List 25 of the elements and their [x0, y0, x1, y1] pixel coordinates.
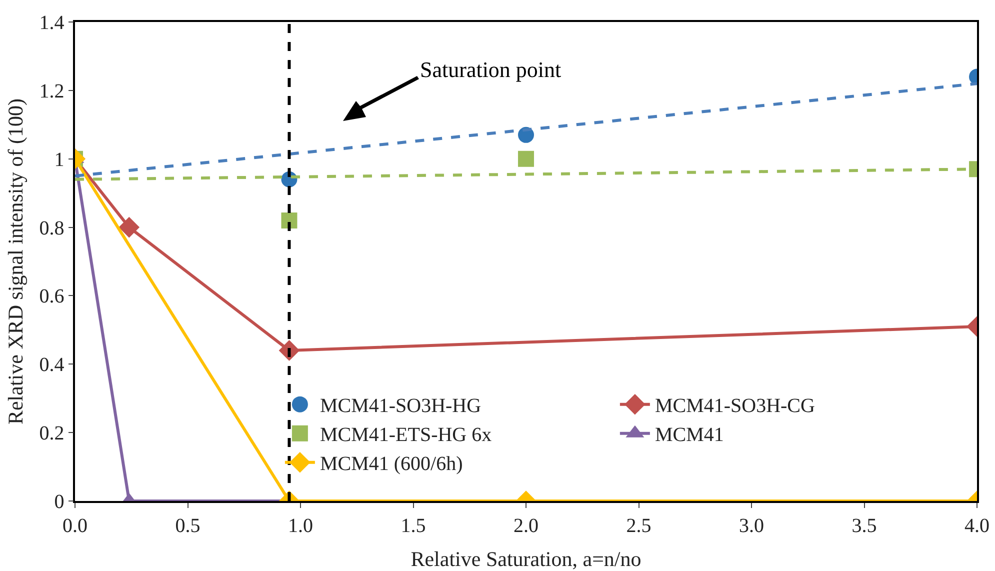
legend-label: MCM41 (600/6h)	[320, 453, 463, 476]
x-axis-title: Relative Saturation, a=n/no	[410, 547, 642, 571]
x-tick-label: 2.5	[626, 514, 652, 537]
y-tick-label: 0.4	[39, 354, 64, 376]
x-tick-label: 1.0	[288, 514, 313, 537]
legend-label: MCM41-ETS-HG 6x	[320, 424, 492, 446]
y-tick-label: 0.2	[39, 422, 64, 445]
y-tick-label: 1	[54, 148, 64, 171]
x-tick-label: 3.0	[739, 514, 764, 537]
x-tick-label: 1.5	[400, 514, 426, 537]
legend-label: MCM41	[654, 424, 724, 446]
annotation: Saturation point	[420, 57, 562, 82]
legend-label: MCM41-SO3H-CG	[654, 395, 815, 418]
y-tick-label: 0	[54, 491, 64, 513]
x-tick-label: 0.0	[62, 514, 88, 537]
y-tick-label: 0.8	[39, 217, 64, 240]
x-tick-label: 4.0	[964, 514, 990, 537]
x-tick-label: 0.5	[175, 514, 200, 537]
y-tick-label: 1.4	[39, 12, 64, 34]
y-axis-title: Relative XRD signal intensity of (100)	[4, 98, 28, 425]
x-tick-label: 3.5	[852, 514, 877, 537]
x-tick-label: 2.0	[514, 514, 538, 537]
y-tick-label: 1.2	[39, 80, 64, 102]
y-tick-label: 0.6	[39, 286, 64, 308]
legend-label: MCM41-SO3H-HG	[320, 395, 482, 418]
